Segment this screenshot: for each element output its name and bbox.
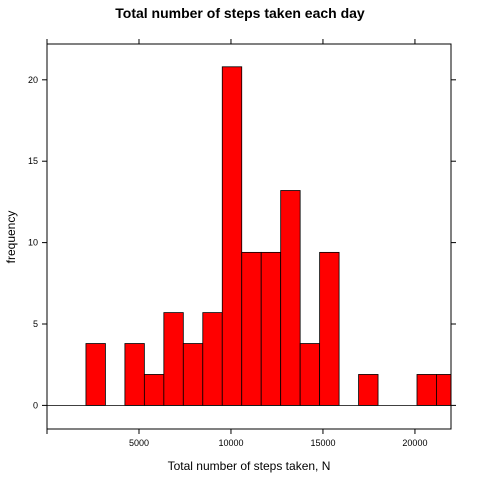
histogram-bar-20 xyxy=(416,374,437,406)
histogram-bar-9 xyxy=(202,312,223,406)
y-tick-label-3: 15 xyxy=(28,156,38,166)
y-tick-label-1: 5 xyxy=(33,319,38,329)
histogram-bar-17 xyxy=(358,374,379,406)
histogram-bar-21 xyxy=(436,374,451,406)
plot-frame xyxy=(46,43,452,430)
histogram-bar-10 xyxy=(221,66,243,406)
histogram-bar-3 xyxy=(85,343,106,406)
histogram-bar-12 xyxy=(260,251,282,406)
x-tick-label-2: 10000 xyxy=(218,438,243,448)
histogram-bar-13 xyxy=(280,190,301,406)
histogram-bar-7 xyxy=(163,312,184,406)
plot-area xyxy=(47,66,451,406)
histogram-bar-6 xyxy=(143,374,165,406)
x-tick-label-3: 15000 xyxy=(310,438,335,448)
x-axis: 5000 10000 15000 20000 xyxy=(46,39,427,448)
y-axis-label: frequency xyxy=(4,211,18,264)
histogram-bar-14 xyxy=(299,343,321,406)
histogram-bar-5 xyxy=(124,343,145,406)
y-axis: 0 5 10 15 20 xyxy=(28,75,456,410)
x-axis-label: Total number of steps taken, N xyxy=(168,459,331,473)
histogram-bar-8 xyxy=(182,343,204,406)
y-tick-label-0: 0 xyxy=(33,400,38,410)
histogram-bar-15 xyxy=(319,251,340,406)
x-tick-label-4: 20000 xyxy=(402,438,427,448)
histogram-bar-11 xyxy=(241,251,262,406)
chart-title: Total number of steps taken each day xyxy=(115,5,365,21)
x-tick-label-1: 5000 xyxy=(129,438,149,448)
y-tick-label-4: 20 xyxy=(28,75,38,85)
histogram-bar-0 xyxy=(47,343,48,406)
y-tick-label-2: 10 xyxy=(28,238,38,248)
